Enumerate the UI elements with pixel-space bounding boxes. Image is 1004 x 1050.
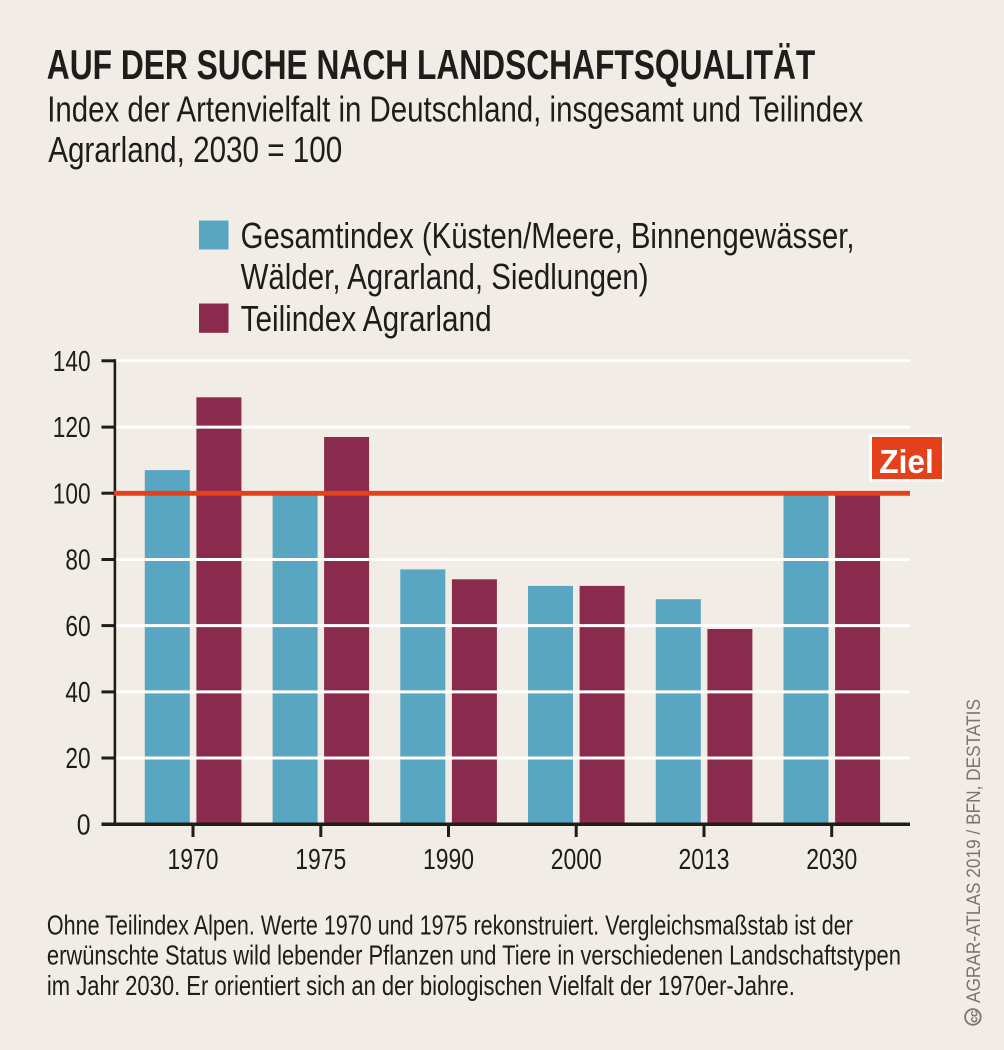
svg-text:100: 100 <box>53 478 91 510</box>
svg-text:0: 0 <box>77 810 91 842</box>
svg-text:1990: 1990 <box>423 844 474 876</box>
svg-text:80: 80 <box>65 545 90 577</box>
svg-text:Ohne Teilindex Alpen. Werte 19: Ohne Teilindex Alpen. Werte 1970 und 197… <box>47 909 853 940</box>
svg-text:1970: 1970 <box>168 844 219 876</box>
svg-text:1975: 1975 <box>295 844 346 876</box>
svg-text:140: 140 <box>53 346 91 378</box>
svg-text:2000: 2000 <box>551 844 602 876</box>
svg-text:Agrarland, 2030 = 100: Agrarland, 2030 = 100 <box>48 129 342 170</box>
svg-text:20: 20 <box>65 743 90 775</box>
svg-text:2030: 2030 <box>806 844 857 876</box>
svg-text:AGRAR-ATLAS 2019 / BFN, DESTAT: AGRAR-ATLAS 2019 / BFN, DESTATIS <box>963 699 985 1003</box>
svg-text:2013: 2013 <box>679 844 730 876</box>
svg-text:cc: cc <box>969 1010 981 1023</box>
svg-text:Wälder, Agrarland, Siedlungen): Wälder, Agrarland, Siedlungen) <box>241 256 649 297</box>
svg-text:Teilindex Agrarland: Teilindex Agrarland <box>241 298 492 339</box>
svg-text:40: 40 <box>65 677 90 709</box>
svg-text:Index der Artenvielfalt in Deu: Index der Artenvielfalt in Deutschland, … <box>47 88 863 129</box>
svg-text:60: 60 <box>65 611 90 643</box>
svg-text:120: 120 <box>53 412 91 444</box>
svg-text:AUF DER SUCHE NACH LANDSCHAFTS: AUF DER SUCHE NACH LANDSCHAFTSQUALITÄT <box>47 41 816 88</box>
svg-text:Ziel: Ziel <box>879 444 934 481</box>
svg-text:Gesamtindex (Küsten/Meere, Bin: Gesamtindex (Küsten/Meere, Binnengewässe… <box>241 215 855 256</box>
svg-text:erwünschte Status wild lebende: erwünschte Status wild lebender Pflanzen… <box>47 940 901 971</box>
svg-text:im Jahr 2030. Er orientiert si: im Jahr 2030. Er orientiert sich an der … <box>47 970 795 1001</box>
